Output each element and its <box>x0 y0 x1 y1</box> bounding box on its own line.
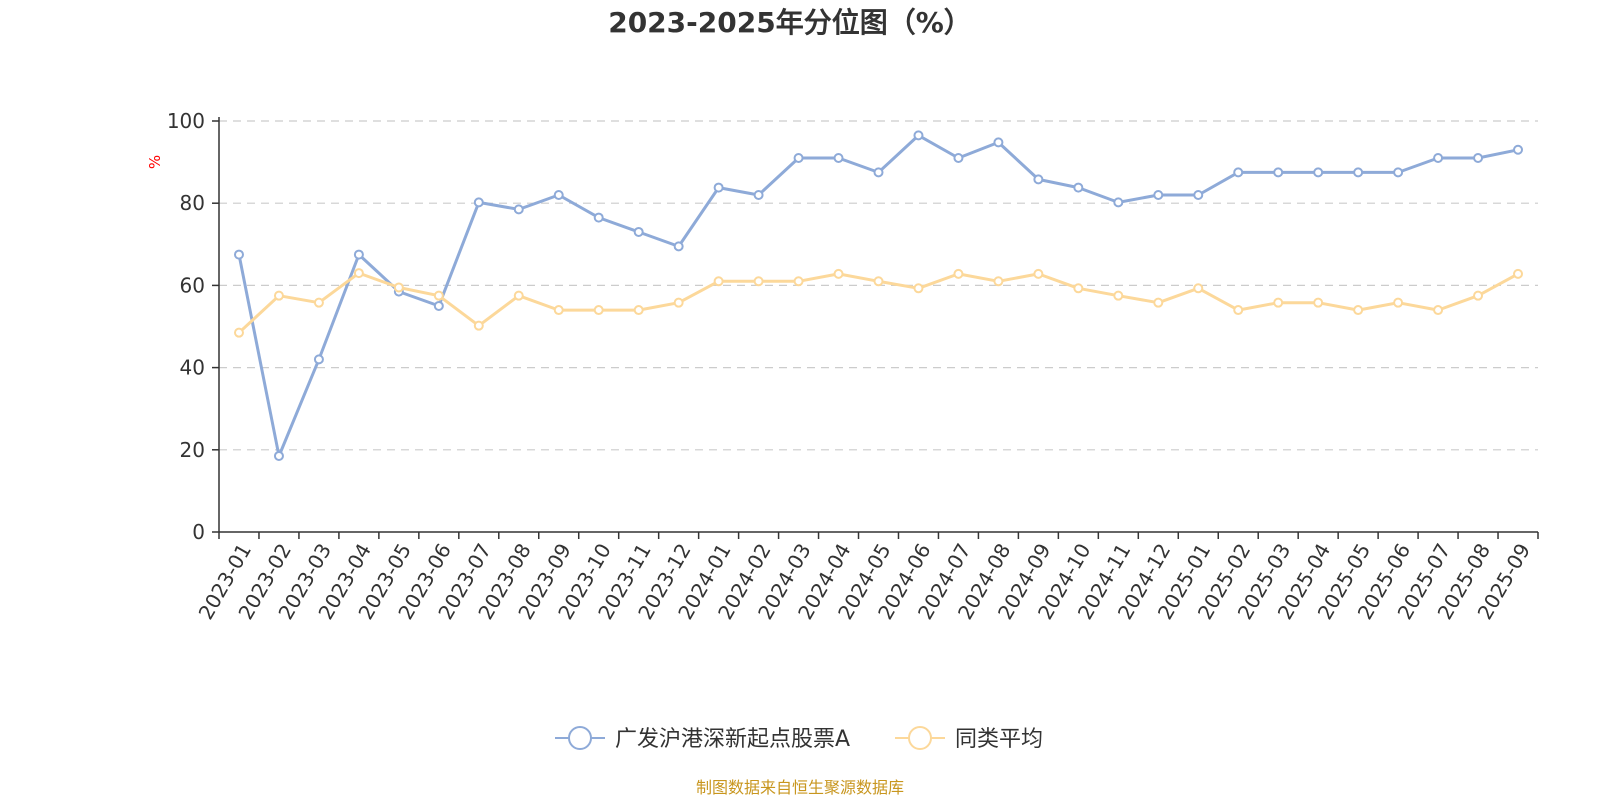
data-point[interactable] <box>753 276 764 287</box>
y-tick-label: 40 <box>180 356 205 380</box>
data-point[interactable] <box>673 297 684 308</box>
y-tick-label: 0 <box>192 520 205 544</box>
data-point[interactable] <box>913 283 924 294</box>
series-lines <box>233 130 1524 461</box>
data-point[interactable] <box>433 290 444 301</box>
data-point[interactable] <box>1513 144 1524 155</box>
data-point[interactable] <box>273 450 284 461</box>
data-point[interactable] <box>1433 152 1444 163</box>
data-point[interactable] <box>1153 297 1164 308</box>
data-point[interactable] <box>833 152 844 163</box>
data-point[interactable] <box>553 189 564 200</box>
legend-marker-icon <box>908 726 932 750</box>
data-point[interactable] <box>953 152 964 163</box>
data-point[interactable] <box>233 327 244 338</box>
data-point[interactable] <box>513 204 524 215</box>
data-point[interactable] <box>993 137 1004 148</box>
y-tick-label: 60 <box>180 273 205 297</box>
data-point[interactable] <box>513 290 524 301</box>
y-tick-label: 100 <box>167 109 205 133</box>
data-point[interactable] <box>1433 305 1444 316</box>
data-point[interactable] <box>1273 167 1284 178</box>
y-tick-label: 80 <box>180 191 205 215</box>
data-point[interactable] <box>273 290 284 301</box>
series-1 <box>233 130 1524 461</box>
data-point[interactable] <box>393 282 404 293</box>
data-point[interactable] <box>1113 197 1124 208</box>
data-point[interactable] <box>993 276 1004 287</box>
data-point[interactable] <box>313 297 324 308</box>
data-point[interactable] <box>313 354 324 365</box>
data-point[interactable] <box>473 320 484 331</box>
data-point[interactable] <box>1393 297 1404 308</box>
data-point[interactable] <box>633 305 644 316</box>
legend[interactable]: 广发沪港深新起点股票A 同类平均 <box>555 726 1043 752</box>
data-point[interactable] <box>1353 167 1364 178</box>
y-axis-label: % <box>146 155 164 169</box>
data-point[interactable] <box>1033 268 1044 279</box>
series-line <box>237 133 1519 458</box>
data-point[interactable] <box>833 268 844 279</box>
axes: 0204060801002023-012023-022023-032023-04… <box>167 109 1539 624</box>
data-point[interactable] <box>1473 152 1484 163</box>
data-point[interactable] <box>1153 189 1164 200</box>
data-point[interactable] <box>553 305 564 316</box>
data-point[interactable] <box>1513 268 1524 279</box>
data-point[interactable] <box>793 276 804 287</box>
data-point[interactable] <box>1233 167 1244 178</box>
data-point[interactable] <box>593 212 604 223</box>
data-point[interactable] <box>873 167 884 178</box>
data-point[interactable] <box>1233 305 1244 316</box>
data-point[interactable] <box>1073 283 1084 294</box>
data-point[interactable] <box>793 152 804 163</box>
legend-item-2[interactable]: 同类平均 <box>895 726 1043 752</box>
data-point[interactable] <box>753 189 764 200</box>
y-tick-label: 20 <box>180 438 205 462</box>
data-point[interactable] <box>1033 174 1044 185</box>
data-point[interactable] <box>1193 283 1204 294</box>
data-point[interactable] <box>713 182 724 193</box>
data-point[interactable] <box>353 249 364 260</box>
data-point[interactable] <box>353 268 364 279</box>
chart-title: 2023-2025年分位图（%） <box>608 6 972 39</box>
data-point[interactable] <box>1113 290 1124 301</box>
data-point[interactable] <box>873 276 884 287</box>
series-2 <box>233 268 1524 338</box>
legend-label: 同类平均 <box>955 727 1043 752</box>
data-source-note: 制图数据来自恒生聚源数据库 <box>696 778 904 797</box>
data-point[interactable] <box>1273 297 1284 308</box>
data-point[interactable] <box>593 305 604 316</box>
legend-label: 广发沪港深新起点股票A <box>615 727 850 752</box>
data-point[interactable] <box>233 249 244 260</box>
data-point[interactable] <box>473 197 484 208</box>
data-point[interactable] <box>1073 182 1084 193</box>
legend-item-1[interactable]: 广发沪港深新起点股票A <box>555 726 850 752</box>
data-point[interactable] <box>913 130 924 141</box>
data-point[interactable] <box>1313 297 1324 308</box>
data-point[interactable] <box>953 268 964 279</box>
data-point[interactable] <box>1353 305 1364 316</box>
data-point[interactable] <box>433 300 444 311</box>
data-point[interactable] <box>633 226 644 237</box>
data-point[interactable] <box>1473 290 1484 301</box>
data-point[interactable] <box>1393 167 1404 178</box>
data-point[interactable] <box>1193 189 1204 200</box>
data-point[interactable] <box>713 276 724 287</box>
data-point[interactable] <box>1313 167 1324 178</box>
data-point[interactable] <box>673 241 684 252</box>
legend-marker-icon <box>568 726 592 750</box>
